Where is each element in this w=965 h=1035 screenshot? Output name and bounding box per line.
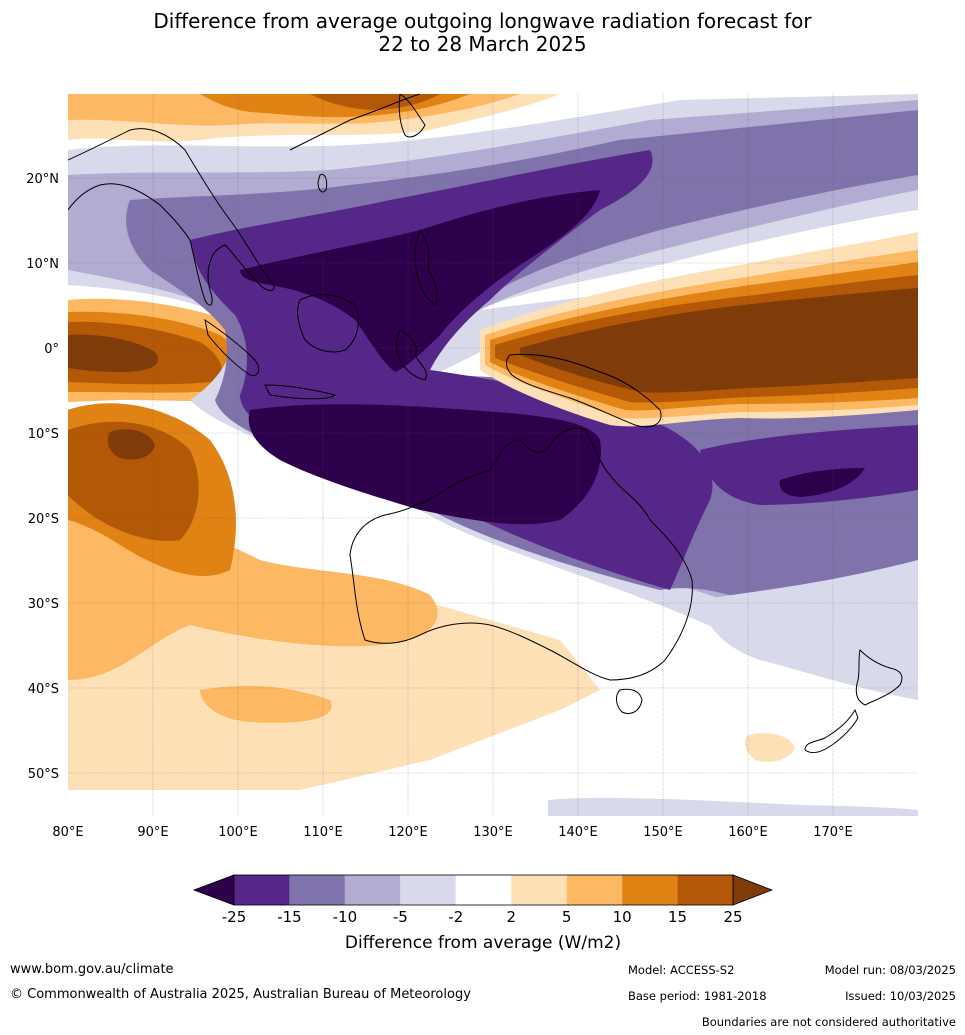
longitude-label: 110°E [303, 825, 343, 840]
colorbar-bin [511, 875, 567, 905]
positive-region-equatorial-west-peak [68, 334, 159, 372]
asia-mainland-coastline [68, 94, 421, 306]
coastlines [68, 94, 903, 753]
colorbar-tick-label: 25 [723, 908, 742, 926]
latitude-label: 20°S [28, 512, 59, 527]
model-run-date: Model run: 08/03/2025 [824, 963, 956, 977]
latitude-label: 40°S [28, 682, 59, 697]
colorbar-bin [344, 875, 401, 905]
colorbar-tick-label: 5 [562, 908, 572, 926]
colorbar: -25 -15 -10 -5 -2 2 5 10 15 25 [192, 874, 774, 926]
colorbar-tick-label: 10 [613, 908, 632, 926]
colorbar-bin [234, 875, 290, 905]
philippines-coastline [414, 229, 438, 306]
colorbar-max-extension [732, 874, 774, 906]
colorbar-min-extension [192, 874, 235, 906]
negative-region-tasman [700, 560, 918, 700]
colorbar-tick-label: -25 [222, 908, 247, 926]
tasmania-coastline [616, 688, 643, 714]
latitude-label: 0° [44, 342, 59, 357]
positive-region-indian-ocean-core [68, 421, 199, 541]
borneo-coastline [297, 294, 359, 353]
colorbar-tick-label: 2 [506, 908, 516, 926]
colorbar-tick-label: -2 [448, 908, 463, 926]
negative-region-pacific-east [700, 425, 918, 505]
latitude-label: 10°S [28, 427, 59, 442]
colorbar-bin [622, 875, 678, 905]
issued-date: Issued: 10/03/2025 [845, 989, 956, 1003]
positive-region-south-patch [744, 733, 795, 762]
longitude-label: 140°E [558, 825, 598, 840]
colorbar-frame [233, 874, 734, 906]
longitude-label: 160°E [728, 825, 768, 840]
colorbar-tick-label: -5 [393, 908, 408, 926]
latitude-labels: 20°N 10°N 0° 10°S 20°S 30°S 40°S 50°S [26, 172, 59, 782]
graticule [68, 94, 918, 816]
new-zealand-south-coastline [804, 708, 859, 753]
sumatra-coastline [204, 318, 260, 377]
negative-region-pacific-peak [779, 468, 865, 497]
website-link[interactable]: www.bom.gov.au/climate [10, 962, 174, 977]
java-coastline [264, 384, 336, 400]
base-period: Base period: 1981-2018 [628, 989, 767, 1003]
boundaries-disclaimer: Boundaries are not considered authoritat… [701, 1015, 956, 1029]
latitude-label: 50°S [28, 767, 59, 782]
title-line-1: Difference from average outgoing longwav… [153, 9, 812, 33]
colorbar-tick-label: -15 [277, 908, 302, 926]
japan-coastline [398, 94, 426, 138]
longitude-label: 150°E [643, 825, 683, 840]
longitude-label: 130°E [473, 825, 513, 840]
latitude-label: 10°N [26, 257, 59, 272]
negative-region-southern-ocean [548, 797, 918, 816]
taiwan-coastline [317, 173, 328, 193]
new-zealand-north-coastline [855, 648, 903, 706]
anomaly-field [68, 94, 918, 816]
longitude-label: 100°E [218, 825, 258, 840]
title-line-2: 22 to 28 March 2025 [378, 32, 587, 56]
colorbar-tick-label: 15 [668, 908, 687, 926]
new-guinea-coastline [506, 353, 662, 428]
australia-coastline [349, 427, 693, 681]
latitude-label: 20°N [26, 172, 59, 187]
longitude-label: 120°E [388, 825, 428, 840]
model-info: Model: ACCESS-S2 [628, 963, 735, 977]
positive-region-indian-ocean-peak [107, 429, 155, 460]
chart-title: Difference from average outgoing longwav… [0, 10, 965, 56]
sulawesi-coastline [395, 329, 427, 381]
longitude-label: 90°E [137, 825, 168, 840]
copyright-notice: © Commonwealth of Australia 2025, Austra… [10, 987, 471, 1002]
colorbar-bin [566, 875, 623, 905]
colorbar-bin [455, 875, 512, 905]
latitude-label: 30°S [28, 597, 59, 612]
positive-region-south-mid-2 [200, 685, 332, 723]
positive-region-pacific-peak [520, 288, 918, 393]
longitude-labels: 80°E 90°E 100°E 110°E 120°E 130°E 140°E 150°E 16… [52, 825, 852, 840]
longitude-label: 80°E [52, 825, 83, 840]
colorbar-bin [400, 875, 456, 905]
longitude-label: 170°E [813, 825, 853, 840]
colorbar-bin [289, 875, 345, 905]
colorbar-tick-label: -10 [333, 908, 358, 926]
colorbar-bin [677, 875, 733, 905]
colorbar-label: Difference from average (W/m2) [345, 933, 621, 953]
negative-region-core-south [248, 404, 601, 525]
negative-region-core-north [240, 190, 600, 372]
